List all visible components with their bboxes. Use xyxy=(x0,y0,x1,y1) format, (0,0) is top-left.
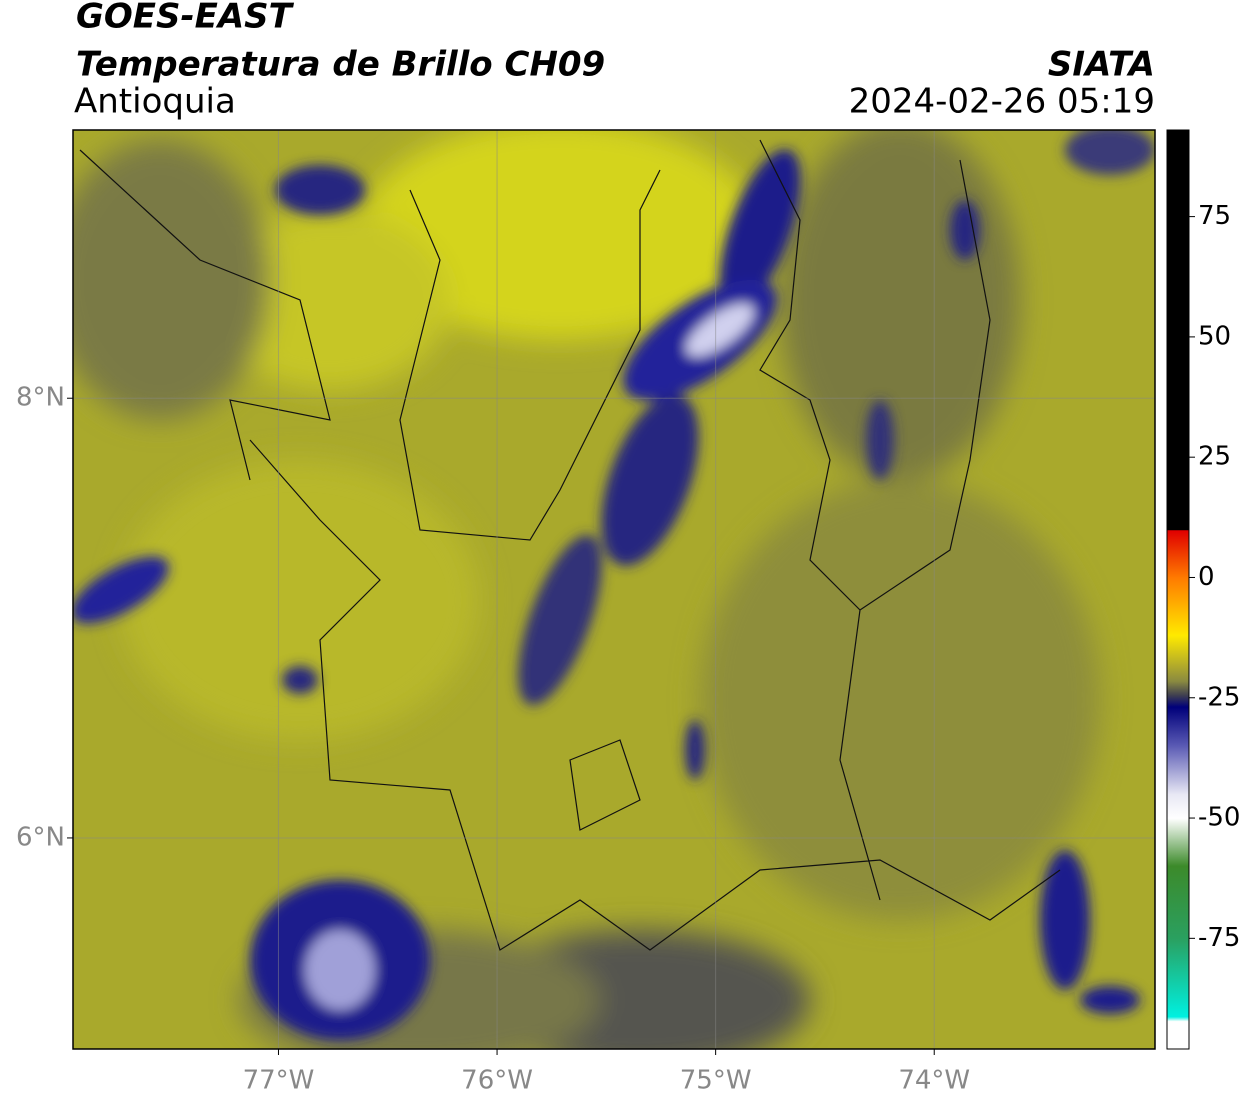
y-tick-label: 8°N xyxy=(16,383,65,413)
colorbar-tick-label: 50 xyxy=(1198,321,1231,351)
x-tick-label: 76°W xyxy=(461,1066,533,1096)
colorbar-tick-label: 25 xyxy=(1198,442,1231,472)
x-tick-label: 77°W xyxy=(243,1066,315,1096)
colorbar xyxy=(1166,129,1190,1050)
colorbar-tick-label: 75 xyxy=(1198,201,1231,231)
colorbar-tick-label: -50 xyxy=(1198,803,1240,833)
x-tick-label: 74°W xyxy=(898,1066,970,1096)
source: SIATA xyxy=(1048,45,1155,85)
colorbar-tick-label: -25 xyxy=(1198,682,1240,712)
title: GOES-EAST xyxy=(76,0,295,37)
colorbar-tick-label: 0 xyxy=(1198,562,1215,592)
grid xyxy=(73,130,1155,1049)
datetime: 2024-02-26 05:19 xyxy=(849,82,1155,122)
y-tick-label: 6°N xyxy=(16,822,65,852)
colorbar-tick-label: -75 xyxy=(1198,923,1240,953)
region: Antioquia xyxy=(74,82,236,122)
subtitle: Temperatura de Brillo CH09 xyxy=(76,45,605,85)
map-image xyxy=(73,130,1155,1049)
x-tick-label: 75°W xyxy=(680,1066,752,1096)
map-frame xyxy=(72,129,1156,1050)
